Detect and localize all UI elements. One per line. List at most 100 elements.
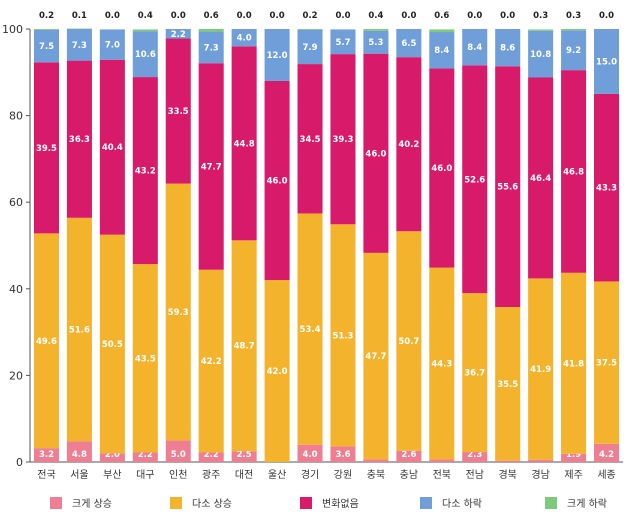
data-label: 46.0 <box>267 177 288 187</box>
data-label: 47.7 <box>201 162 222 172</box>
data-label: 8.4 <box>434 46 449 56</box>
data-label: 5.3 <box>368 38 383 48</box>
data-label: 7.3 <box>72 41 87 51</box>
legend-swatch <box>170 497 182 509</box>
category-label: 전국 <box>37 469 55 481</box>
data-label: 40.2 <box>398 140 419 150</box>
top-value-label: 0.0 <box>335 11 350 21</box>
data-label: 10.8 <box>530 50 551 60</box>
data-label: 7.0 <box>105 41 120 51</box>
top-value-label: 0.0 <box>500 11 515 21</box>
data-label: 2.2 <box>171 30 186 40</box>
data-label: 51.3 <box>332 331 353 341</box>
data-label: 3.6 <box>335 450 350 460</box>
data-label: 5.7 <box>335 38 350 48</box>
data-label: 44.3 <box>431 359 452 369</box>
bar-segment <box>133 29 158 31</box>
data-label: 51.6 <box>69 326 90 336</box>
top-value-label: 0.0 <box>599 11 614 21</box>
data-label: 36.3 <box>69 135 90 145</box>
data-label: 43.5 <box>135 354 156 364</box>
data-label: 42.2 <box>201 357 222 367</box>
y-tick-label: 0 <box>16 456 23 469</box>
data-label: 4.8 <box>72 450 87 460</box>
data-label: 41.8 <box>563 359 584 369</box>
data-label: 8.4 <box>467 43 482 53</box>
legend-label: 변화없음 <box>322 497 359 510</box>
data-label: 3.2 <box>39 450 54 460</box>
data-label: 15.0 <box>596 57 617 67</box>
top-value-label: 0.3 <box>533 11 548 21</box>
bar-segment <box>528 460 553 462</box>
data-label: 46.0 <box>431 164 452 174</box>
data-label: 39.3 <box>332 135 353 145</box>
legend-swatch <box>545 497 557 509</box>
data-label: 50.5 <box>102 340 123 350</box>
category-label: 경남 <box>531 468 549 481</box>
data-label: 53.4 <box>300 325 321 335</box>
data-label: 34.5 <box>300 135 321 145</box>
legend-label: 다소 하락 <box>442 497 482 510</box>
top-value-label: 0.4 <box>368 11 383 21</box>
bar-segment <box>34 29 59 30</box>
category-label: 경기 <box>301 468 319 481</box>
top-value-label: 0.3 <box>566 11 581 21</box>
data-label: 2.5 <box>237 450 252 460</box>
legend-swatch <box>420 497 432 509</box>
data-label: 6.5 <box>401 39 416 49</box>
top-value-label: 0.1 <box>72 11 87 21</box>
data-label: 35.5 <box>497 380 518 390</box>
top-value-label: 0.6 <box>204 11 219 21</box>
data-label: 48.7 <box>234 342 255 352</box>
data-label: 7.5 <box>39 42 54 52</box>
data-label: 39.5 <box>36 144 57 154</box>
bar-segment <box>298 29 323 30</box>
data-label: 40.4 <box>102 143 123 153</box>
category-label: 경북 <box>498 468 516 481</box>
category-label: 인천 <box>169 469 187 481</box>
category-label: 세종 <box>597 469 615 481</box>
legend-swatch <box>50 497 62 509</box>
data-label: 2.6 <box>401 450 416 460</box>
data-label: 44.8 <box>234 139 255 149</box>
data-label: 4.0 <box>302 450 317 460</box>
data-label: 4.2 <box>599 450 614 460</box>
data-label: 4.0 <box>237 34 252 44</box>
data-label: 42.0 <box>267 367 288 377</box>
data-label: 12.0 <box>267 51 288 61</box>
top-value-label: 0.4 <box>138 11 153 21</box>
legend-label: 크게 상승 <box>72 498 112 510</box>
data-label: 37.5 <box>596 359 617 369</box>
y-tick-label: 40 <box>9 283 23 296</box>
data-label: 9.2 <box>566 46 581 56</box>
data-label: 7.9 <box>302 43 317 53</box>
bar-segment <box>429 29 454 32</box>
data-label: 33.5 <box>168 107 189 117</box>
y-tick-label: 60 <box>9 196 23 209</box>
data-label: 59.3 <box>168 308 189 318</box>
top-value-label: 0.2 <box>39 11 54 21</box>
data-label: 50.7 <box>398 337 419 347</box>
bar-segment <box>561 29 586 30</box>
category-label: 대전 <box>235 469 253 481</box>
top-value-label: 0.0 <box>171 11 186 21</box>
bar-segment <box>199 29 224 32</box>
data-label: 36.7 <box>464 369 485 379</box>
legend-label: 크게 하락 <box>567 497 607 510</box>
top-value-label: 0.0 <box>270 11 285 21</box>
data-label: 41.9 <box>530 365 551 375</box>
y-tick-label: 80 <box>9 110 23 123</box>
data-label: 52.6 <box>464 175 485 185</box>
category-label: 전북 <box>433 469 451 481</box>
legend-swatch <box>300 497 312 509</box>
top-value-label: 0.0 <box>237 11 252 21</box>
bar-segment <box>363 29 388 31</box>
data-label: 46.8 <box>563 167 584 177</box>
data-label: 46.4 <box>530 174 551 184</box>
category-label: 광주 <box>202 469 220 481</box>
y-tick-label: 20 <box>9 369 23 382</box>
data-label: 55.6 <box>497 183 518 193</box>
category-label: 강원 <box>334 469 352 481</box>
